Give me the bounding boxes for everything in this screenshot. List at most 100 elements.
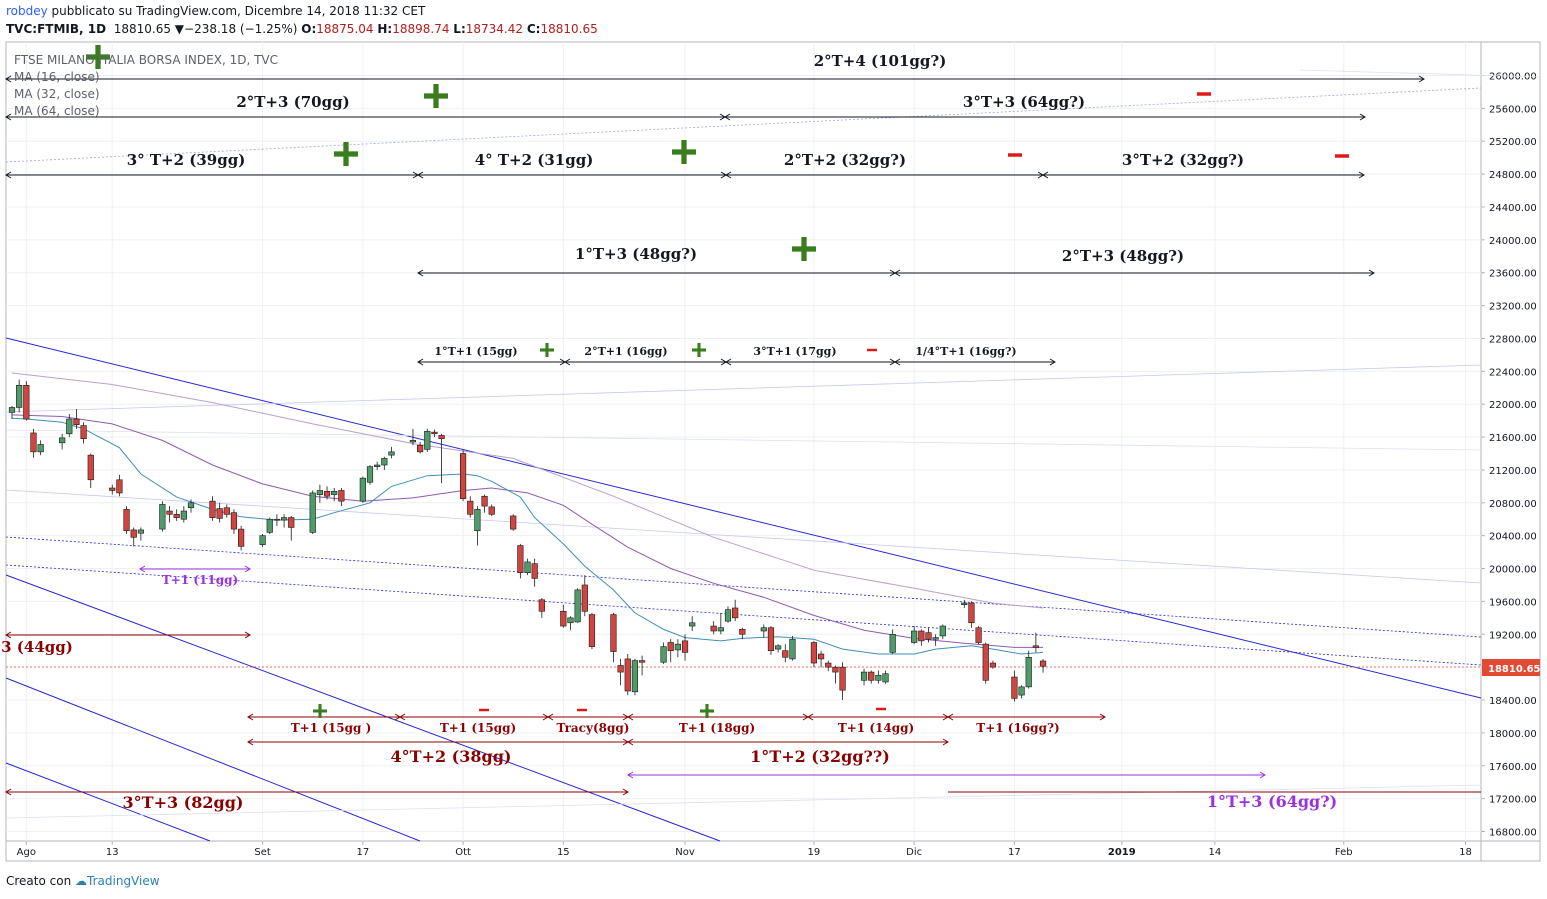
candle-body: [860, 671, 868, 681]
candle-body: [366, 466, 374, 483]
time-tick-label: Dic: [906, 847, 922, 858]
candle: [939, 624, 946, 640]
plus-icon-v: [433, 84, 439, 108]
candle: [323, 486, 331, 500]
candle-body: [238, 528, 245, 547]
label-4t2-31gg: 4° T+2 (31gg): [475, 151, 594, 169]
legend-ma64[interactable]: MA (64, close): [14, 104, 100, 118]
candle: [180, 506, 187, 523]
candle: [911, 626, 918, 645]
candle: [925, 627, 932, 643]
candle: [123, 506, 130, 535]
candle-body: [223, 507, 230, 515]
candle: [331, 488, 338, 502]
candle-body: [1018, 686, 1025, 696]
candle-body: [1011, 676, 1018, 699]
candle: [789, 635, 796, 661]
candle: [359, 476, 366, 503]
candle-body: [16, 384, 23, 408]
price-tick-label: 17200.00: [1489, 795, 1537, 806]
candle-body: [975, 627, 982, 643]
candle-body: [266, 518, 273, 533]
close-value: 18810.65: [540, 22, 598, 36]
candle-body: [889, 633, 896, 653]
legend-ma32[interactable]: MA (32, close): [14, 87, 100, 101]
candle: [259, 534, 266, 548]
tradingview-logo-icon[interactable]: ☁: [75, 874, 88, 888]
candle-body: [109, 487, 116, 491]
cycle-1-4t1-16-arrow-right: [1049, 358, 1056, 366]
cycle-1t3-48-arrow-left: [417, 269, 424, 277]
candle: [717, 612, 724, 635]
label-t1-15gg-b: T+1 (15gg): [440, 721, 516, 735]
candle-body: [767, 627, 775, 652]
candle-body: [674, 643, 681, 651]
cycle-4t2-38-arrow-left: [247, 738, 254, 746]
candle-body: [30, 432, 37, 453]
candle: [23, 381, 30, 421]
time-tick-label: Nov: [675, 847, 695, 858]
candle-body: [123, 509, 130, 532]
candle-body: [918, 630, 925, 642]
publish-info: robdey pubblicato su TradingView.com, Di…: [6, 4, 425, 18]
cycle-2t3-70-arrow-left: [5, 113, 12, 121]
candle: [467, 496, 474, 518]
candle-body: [588, 614, 596, 647]
label-t1-14gg: T+1 (14gg): [838, 721, 914, 735]
candle-body: [817, 653, 825, 660]
cycle-3t2-39-arrow-left: [5, 171, 12, 179]
price-tick-label: 20400.00: [1489, 532, 1537, 543]
minus-icon: [1335, 154, 1349, 158]
candle-body: [739, 629, 746, 635]
cycle-3t3-82-arrow-left: [5, 788, 12, 796]
candle-body: [689, 622, 696, 627]
candle: [137, 527, 144, 541]
candle-body: [467, 500, 474, 515]
time-tick-label: 17: [356, 847, 369, 858]
candle: [538, 598, 545, 618]
time-tick-label: 19: [808, 847, 821, 858]
candle-body: [925, 632, 932, 640]
candle-body: [66, 418, 73, 435]
candle: [560, 604, 567, 628]
cycle-1-4t1-16-arrow-left: [894, 358, 901, 366]
candle: [417, 441, 424, 454]
candle: [631, 658, 639, 696]
legend-ma16[interactable]: MA (16, close): [14, 70, 100, 84]
candle: [860, 668, 868, 686]
candle: [30, 428, 37, 458]
symbol-info: TVC:FTMIB, 1D 18810.65 ▼−238.18 (−1.25%)…: [6, 22, 598, 36]
footer-brand[interactable]: TradingView: [87, 874, 160, 888]
candle: [280, 514, 288, 528]
candle-body: [710, 625, 717, 632]
candle: [868, 670, 875, 684]
cycle-2t4-arrow-left: [5, 75, 12, 83]
candle-body: [159, 504, 166, 530]
candle-body: [517, 545, 524, 573]
candle: [889, 629, 896, 655]
price-tick-label: 20800.00: [1489, 499, 1537, 510]
candle-body: [617, 665, 624, 673]
candle-body: [581, 584, 588, 612]
minus-icon: [1008, 153, 1022, 157]
plus-icon-v: [343, 142, 349, 166]
minus-icon: [479, 708, 489, 712]
candle: [581, 575, 588, 617]
candle: [273, 514, 281, 526]
candle: [438, 433, 445, 484]
low-label: L:: [453, 22, 466, 36]
candle: [839, 662, 846, 701]
label-2t2-32gg: 2°T+2 (32gg?): [784, 151, 906, 169]
cycle-t1-11-arrow-right: [244, 565, 251, 573]
candle-body: [825, 662, 832, 668]
candle-body: [388, 451, 395, 456]
cycle-t1-11-arrow-left: [139, 565, 146, 573]
cycle-t1-15b-arrow-left: [399, 713, 406, 721]
candle-body: [116, 479, 123, 494]
candle: [209, 496, 216, 521]
author-name[interactable]: robdey: [6, 4, 48, 18]
candle-body: [560, 610, 567, 627]
candle: [810, 640, 818, 668]
candle: [1032, 632, 1039, 653]
